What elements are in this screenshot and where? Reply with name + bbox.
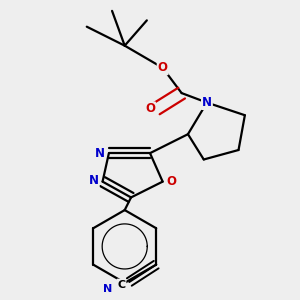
Text: N: N <box>89 175 99 188</box>
Text: O: O <box>145 102 155 116</box>
Text: C: C <box>117 280 125 290</box>
Text: N: N <box>103 284 112 294</box>
Text: O: O <box>158 61 168 74</box>
Text: N: N <box>202 96 212 109</box>
Text: O: O <box>167 175 176 188</box>
Text: N: N <box>95 147 105 160</box>
